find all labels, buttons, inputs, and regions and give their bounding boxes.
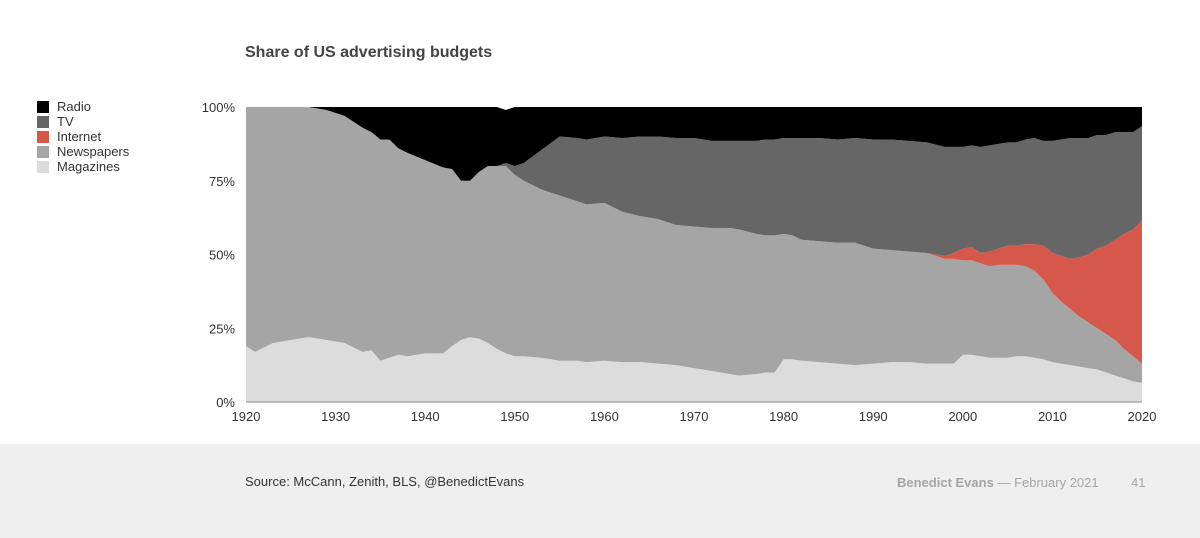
credit-line: Benedict Evans — February 2021: [897, 475, 1099, 490]
y-tick-label: 100%: [202, 100, 236, 115]
source-note: Source: McCann, Zenith, BLS, @BenedictEv…: [245, 474, 525, 489]
legend-item-radio: Radio: [37, 100, 129, 115]
y-tick-label: 25%: [209, 321, 235, 336]
legend-swatch-tv: [37, 116, 49, 129]
x-tick-label: 2000: [948, 409, 977, 424]
x-tick-label: 1940: [411, 409, 440, 424]
area-newspapers: [246, 107, 1142, 383]
y-tick-label: 0%: [216, 395, 235, 410]
area-magazines: [246, 337, 1142, 402]
y-tick-label: 50%: [209, 248, 235, 263]
x-tick-label: 2010: [1038, 409, 1067, 424]
x-tick-label: 1950: [500, 409, 529, 424]
credit-separator: —: [993, 475, 1015, 490]
legend-item-magazines: Magazines: [37, 159, 129, 174]
stacked-area-chart: 1920 1930 1940 1950 1960 1970 1980 1990 2000 2010…: [202, 100, 1157, 424]
area-radio: [246, 107, 1142, 181]
x-tick-label: 1920: [232, 409, 261, 424]
legend-label-tv: TV: [57, 114, 74, 130]
slide-footer: Source: McCann, Zenith, BLS, @BenedictEv…: [0, 444, 1200, 538]
legend-swatch-radio: [37, 101, 49, 114]
chart-title: Share of US advertising budgets: [245, 44, 493, 61]
x-tick-label: 1960: [590, 409, 619, 424]
legend-label-magazines: Magazines: [57, 158, 120, 174]
legend-swatch-newspapers: [37, 145, 49, 158]
x-tick-label: 1990: [859, 409, 888, 424]
legend-swatch-magazines: [37, 160, 49, 173]
legend-label-newspapers: Newspapers: [57, 143, 130, 159]
legend-item-newspapers: Newspapers: [37, 144, 129, 159]
chart-legend: Radio TV Internet Newspapers Magazines: [37, 100, 129, 174]
author-name: Benedict Evans: [897, 475, 994, 490]
legend-swatch-internet: [37, 130, 49, 143]
page-number: 41: [1131, 475, 1146, 490]
x-tick-label: 1930: [321, 409, 350, 424]
x-tick-label: 1970: [680, 409, 709, 424]
legend-item-tv: TV: [37, 115, 129, 130]
legend-label-internet: Internet: [57, 128, 102, 144]
legend-label-radio: Radio: [57, 99, 91, 115]
x-tick-label: 1980: [769, 409, 798, 424]
area-tv: [246, 107, 1142, 259]
legend-item-internet: Internet: [37, 128, 129, 145]
y-tick-label: 75%: [209, 174, 235, 189]
x-tick-label: 2020: [1128, 409, 1157, 424]
slide-date: February 2021: [1014, 475, 1099, 490]
